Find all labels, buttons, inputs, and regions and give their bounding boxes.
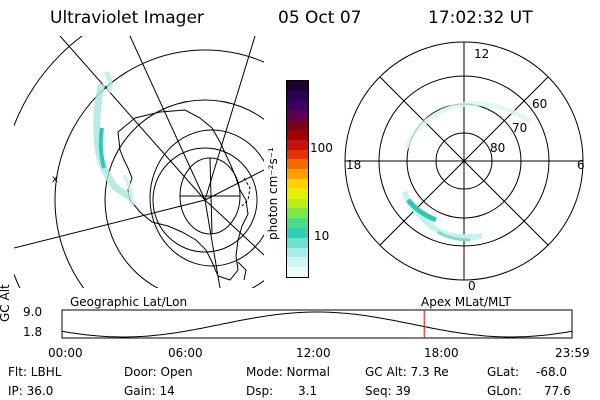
lat-circle [54, 49, 264, 288]
colorbar-tick-10: 10 [314, 229, 330, 243]
gain-status: Gain: 14 [124, 384, 175, 398]
polar-lat-label-80: 80 [490, 141, 506, 155]
colorbar-segment [287, 149, 308, 160]
header-date: 05 Oct 07 [278, 8, 362, 28]
dsp-value: 3.1 [298, 384, 318, 398]
polar-label-bottom: 0 [468, 279, 476, 293]
header-time: 17:02:32 UT [428, 8, 533, 28]
colorbar-segment [287, 81, 308, 91]
timeline-y-tick-max: 9.0 [23, 305, 43, 319]
colorbar-segment [287, 100, 308, 111]
polar-lat-label-70: 70 [512, 121, 528, 135]
colorbar-segment [287, 159, 308, 170]
colorbar-segment [287, 188, 308, 199]
colorbar-segment [287, 90, 308, 101]
colorbar-segment [287, 267, 308, 277]
apex-caption: Apex MLat/MLT [421, 295, 511, 309]
colorbar-segment [287, 218, 308, 228]
timeline-x-tick-1: 06:00 [168, 346, 203, 360]
timeline-x-tick-3: 18:00 [424, 346, 459, 360]
seq-status: Seq: 39 [365, 384, 411, 398]
glon-value: 77.6 [544, 384, 571, 398]
colorbar-segment [287, 110, 308, 121]
timeline-x-tick-2: 12:00 [296, 346, 331, 360]
colorbar-segment [287, 178, 308, 189]
timeline-y-tick-min: 1.8 [23, 325, 43, 339]
door-status: Door: Open [124, 365, 193, 379]
mode-status: Mode: Normal [246, 365, 330, 379]
colorbar-tick-100: 100 [310, 141, 333, 155]
colorbar-segment [287, 208, 308, 219]
lat-circle [152, 147, 258, 253]
colorbar-segment [287, 139, 308, 150]
dsp-label: Dsp: [246, 384, 274, 398]
gc-alt-status: GC Alt: 7.3 Re [365, 365, 449, 379]
lat-circle [104, 99, 264, 288]
colorbar [286, 80, 309, 278]
timeline-frame [61, 309, 573, 339]
polar-lat-label-60: 60 [532, 97, 548, 111]
colorbar-segment [287, 247, 308, 258]
colorbar-segment [287, 257, 308, 268]
timeline-x-tick-4: 23:59 [555, 346, 590, 360]
colorbar-segment [287, 237, 308, 248]
glon-label: GLon: [487, 384, 522, 398]
colorbar-segment [287, 227, 308, 238]
geographic-caption: Geographic Lat/Lon [70, 295, 188, 309]
polar-label-right: 6 [577, 158, 585, 172]
app-title: Ultraviolet Imager [50, 8, 204, 28]
ip-status: IP: 36.0 [8, 384, 54, 398]
colorbar-segment [287, 120, 308, 130]
glat-label: GLat: [487, 365, 520, 379]
polar-label-top: 12 [474, 47, 490, 61]
filter-status: Flt: LBHL [8, 365, 62, 379]
colorbar-segment [287, 169, 308, 179]
glat-value: -68.0 [536, 365, 568, 379]
polar-label-left: 18 [346, 158, 362, 172]
orbit-altitude-curve [61, 311, 573, 338]
colorbar-segment [287, 129, 308, 140]
marker-x: x [52, 174, 58, 185]
timeline-x-tick-0: 00:00 [48, 346, 83, 360]
colorbar-segment [287, 198, 308, 209]
